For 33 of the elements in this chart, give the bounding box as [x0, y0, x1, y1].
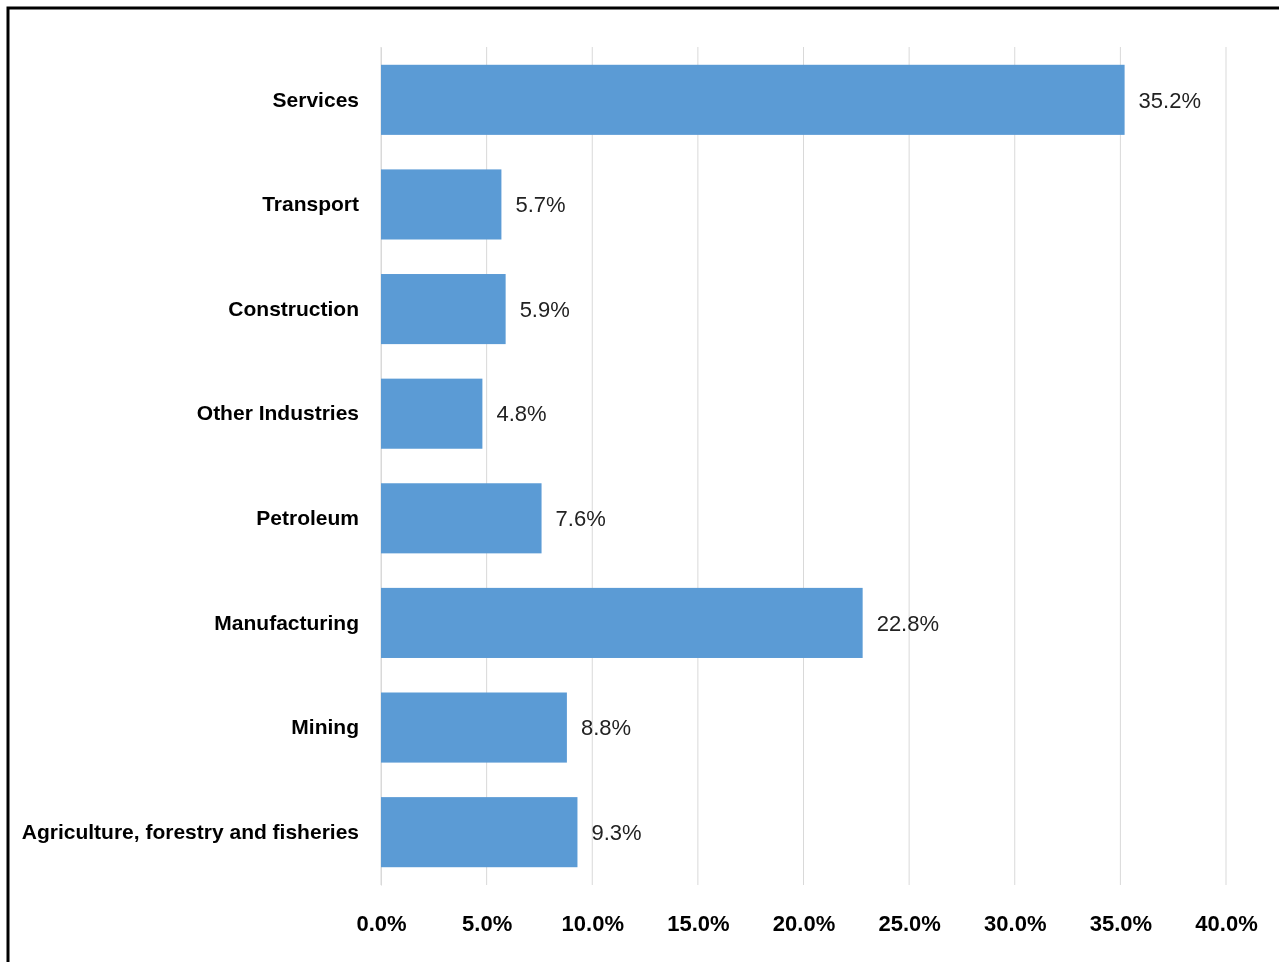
bar	[381, 587, 863, 658]
data-label: 8.8%	[580, 715, 632, 741]
x-tick-label: 35.0%	[1089, 910, 1153, 936]
data-label: 35.2%	[1138, 87, 1201, 113]
y-tick-label: Transport	[262, 192, 359, 216]
x-tick-label: 20.0%	[772, 910, 836, 936]
x-tick-label: 30.0%	[984, 910, 1047, 936]
y-tick-label: Petroleum	[256, 506, 359, 530]
data-label: 5.9%	[519, 296, 570, 322]
data-label: 7.6%	[555, 506, 606, 532]
x-tick-label: 25.0%	[878, 910, 941, 936]
y-tick-label: Manufacturing	[214, 610, 359, 634]
x-tick-label: 40.0%	[1195, 910, 1258, 936]
bar	[381, 64, 1125, 135]
y-tick-label: Construction	[228, 296, 359, 320]
bar	[381, 378, 483, 449]
bar	[381, 274, 506, 345]
data-label: 5.7%	[515, 192, 566, 218]
bar	[381, 797, 578, 868]
bar	[381, 483, 542, 554]
y-tick-label: Other Industries	[196, 401, 359, 425]
y-tick-label: Services	[272, 87, 359, 111]
x-tick-label: 0.0%	[356, 910, 407, 936]
bar	[381, 692, 567, 763]
data-label: 4.8%	[496, 401, 547, 427]
data-label: 9.3%	[591, 819, 642, 845]
bar	[381, 169, 502, 240]
y-tick-label: Mining	[291, 715, 359, 739]
x-tick-label: 5.0%	[462, 910, 513, 936]
y-tick-label: Agriculture, forestry and fisheries	[21, 819, 359, 843]
x-tick-label: 15.0%	[667, 910, 730, 936]
x-tick-label: 10.0%	[561, 910, 624, 936]
data-label: 22.8%	[876, 610, 940, 636]
